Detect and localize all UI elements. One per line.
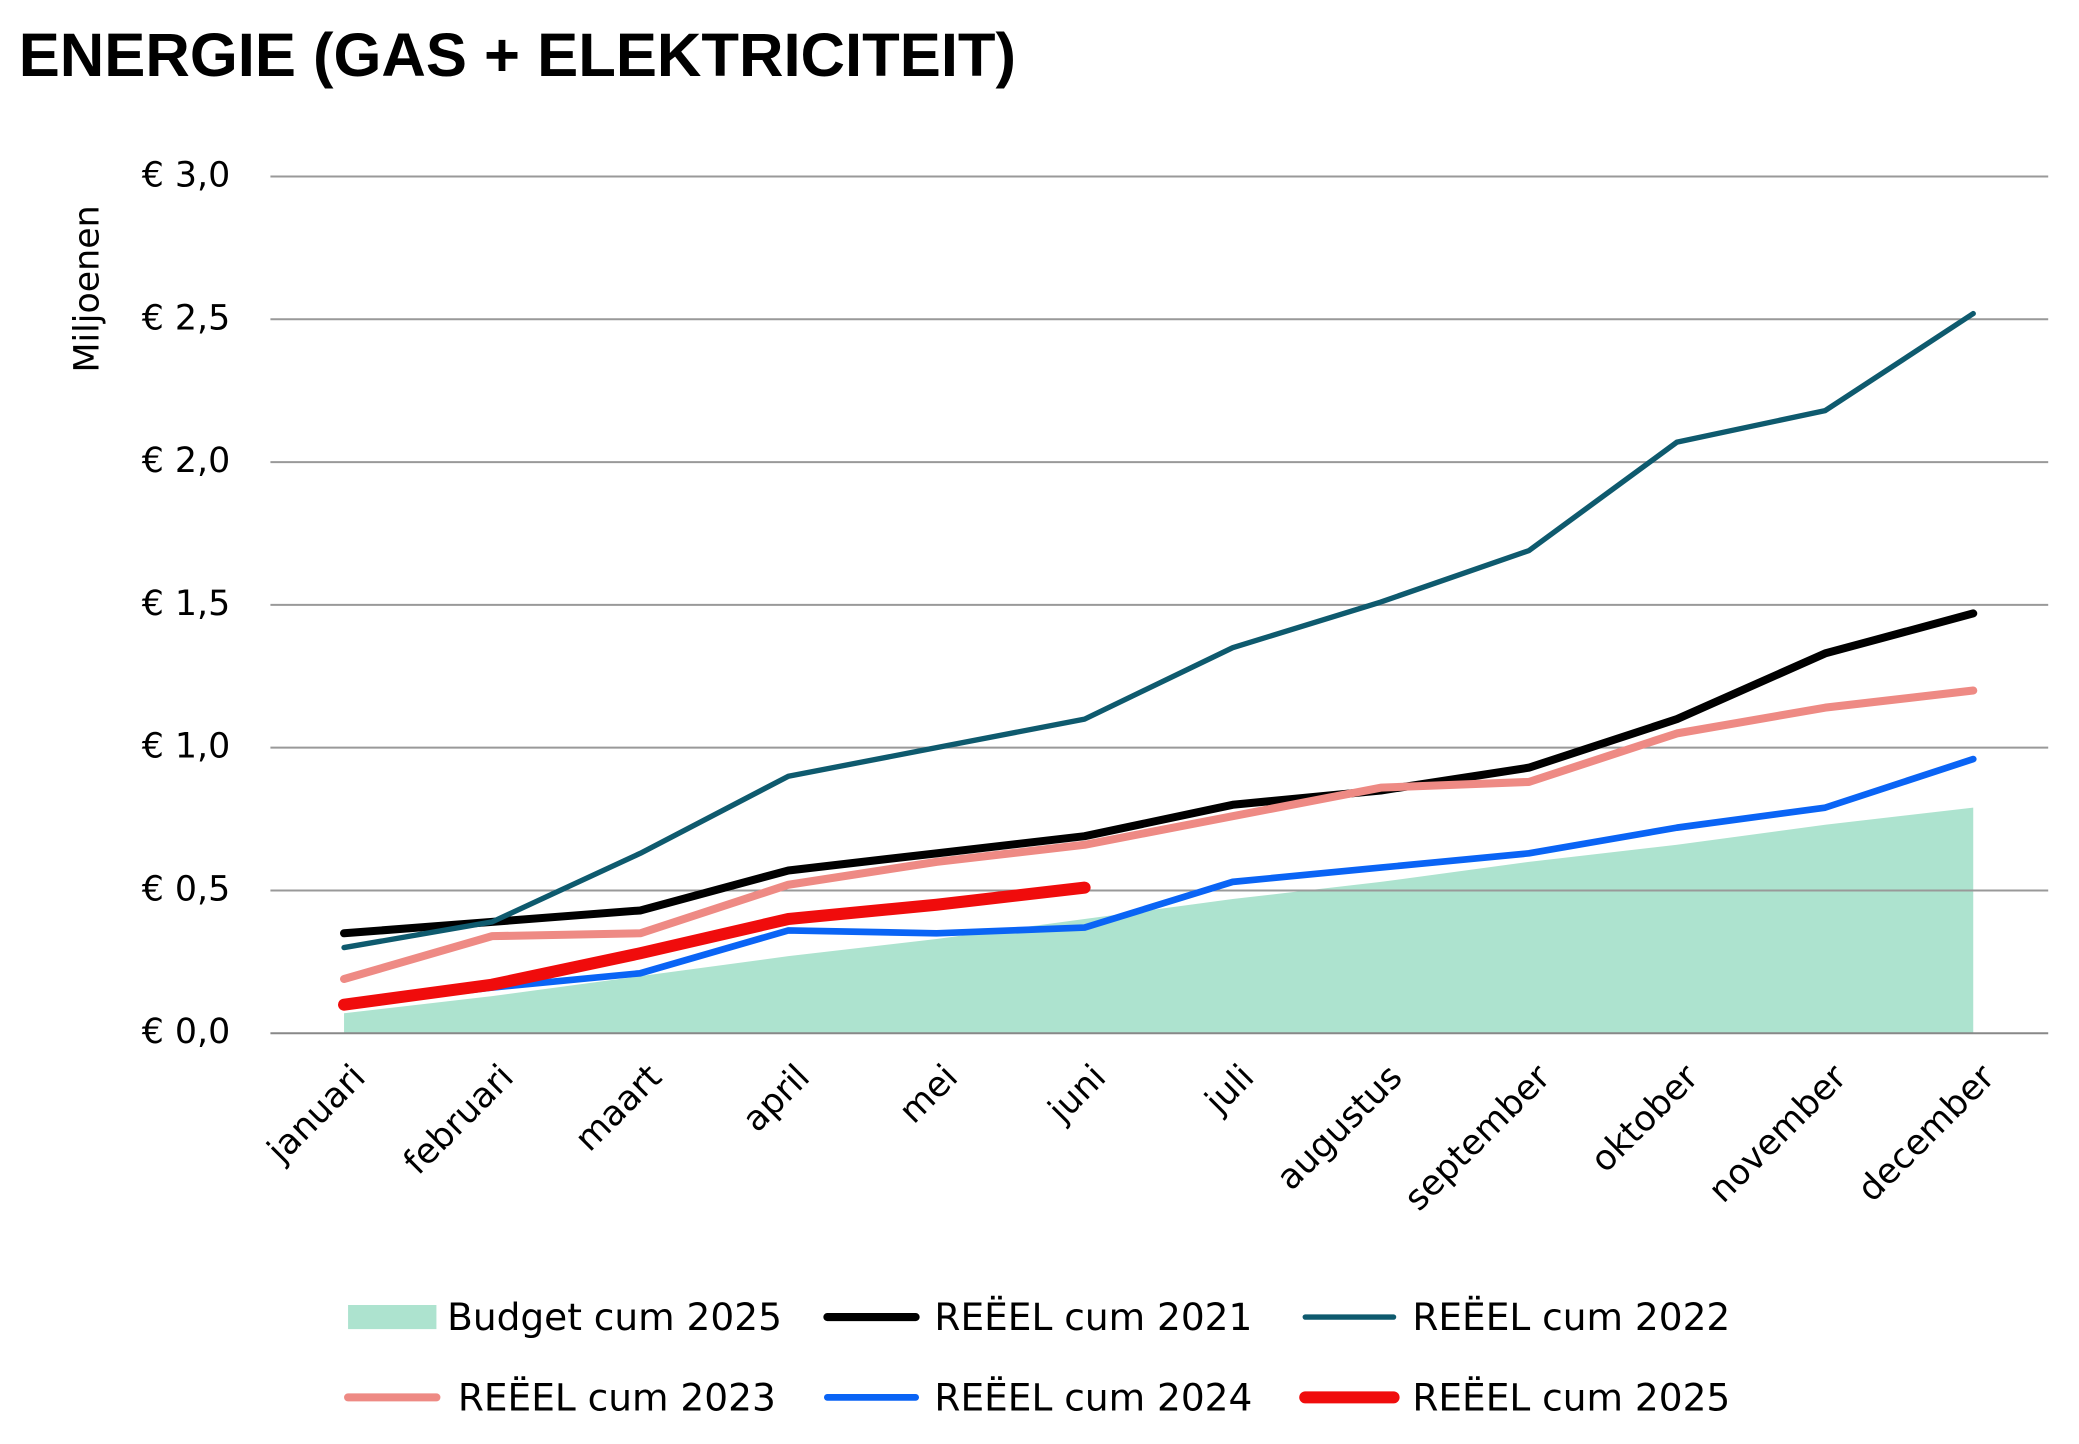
x-tick-label: juli	[1197, 1057, 1262, 1122]
y-axis-label: Miljoenen	[67, 205, 107, 372]
legend-label: REËEL cum 2023	[458, 1376, 776, 1420]
y-tick-label: € 0,5	[142, 869, 231, 909]
legend-label: REËEL cum 2022	[1412, 1295, 1730, 1339]
x-tick-label: oktober	[1583, 1057, 1707, 1181]
line	[340, 609, 1978, 938]
line	[340, 686, 1978, 984]
x-tick-label: augustus	[1269, 1057, 1410, 1198]
x-tick-label: maart	[568, 1057, 670, 1159]
y-tick-label: € 2,0	[142, 441, 231, 481]
x-tick-label: februari	[396, 1057, 521, 1182]
area	[344, 807, 1974, 1034]
legend-label: REËEL cum 2025	[1412, 1376, 1730, 1420]
chart-title: ENERGIE (GAS + ELEKTRICITEIT)	[19, 21, 1016, 90]
x-tick-label: april	[735, 1057, 818, 1140]
line	[340, 755, 1977, 1009]
y-tick-label: € 1,5	[142, 584, 231, 624]
x-tick-label: september	[1397, 1057, 1559, 1219]
legend-swatch	[348, 1305, 437, 1330]
x-tick-label: november	[1701, 1057, 1855, 1211]
legend-label: REËEL cum 2021	[934, 1295, 1252, 1339]
legend-label: REËEL cum 2024	[934, 1376, 1252, 1420]
x-tick-label: januari	[259, 1057, 373, 1171]
y-tick-label: € 2,5	[142, 298, 231, 338]
x-tick-label: december	[1850, 1057, 2003, 1210]
line	[338, 881, 1091, 1011]
legend-label: Budget cum 2025	[447, 1295, 782, 1339]
x-tick-label: juni	[1040, 1057, 1114, 1131]
x-tick-label: mei	[892, 1057, 966, 1131]
y-tick-label: € 1,0	[142, 727, 231, 767]
line	[341, 310, 1976, 951]
y-tick-label: € 3,0	[142, 155, 231, 195]
y-tick-label: € 0,0	[142, 1012, 231, 1052]
